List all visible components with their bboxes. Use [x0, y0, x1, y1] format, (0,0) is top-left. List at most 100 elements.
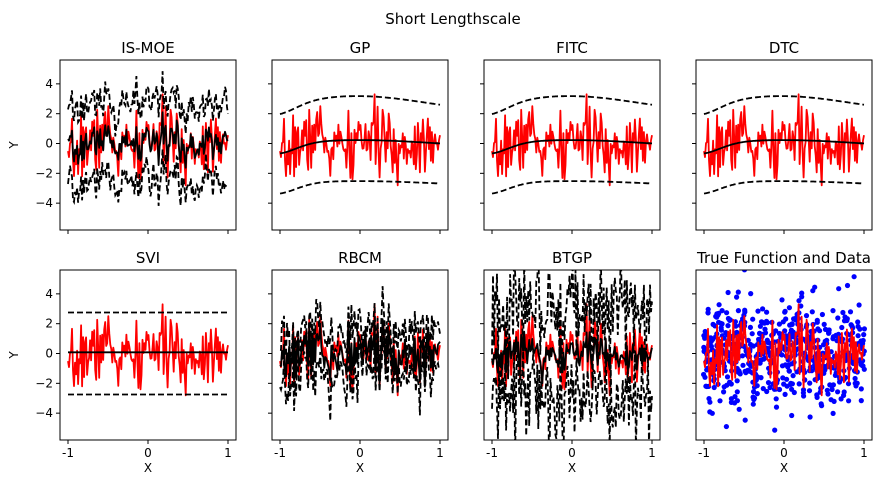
data-point [856, 340, 862, 346]
data-point [704, 367, 710, 373]
data-point [762, 330, 769, 336]
data-point [853, 383, 859, 389]
data-point [782, 362, 789, 368]
predictive-mean-line [279, 139, 440, 155]
x-axis-label: X [144, 461, 152, 475]
data-point [766, 340, 772, 346]
x-tick-label: -1 [274, 446, 286, 460]
x-tick-label: 0 [780, 446, 788, 460]
data-point [836, 286, 842, 292]
x-tick-label: 1 [436, 446, 444, 460]
data-point [773, 404, 780, 410]
data-point [745, 337, 751, 343]
data-point [773, 396, 779, 402]
data-point [789, 412, 795, 419]
y-tick-label: −2 [35, 376, 53, 390]
x-axis-label: X [356, 461, 364, 475]
data-point [760, 306, 766, 312]
data-point [799, 294, 805, 300]
data-point [851, 274, 857, 280]
y-tick-label: 4 [45, 77, 53, 91]
plot-area [701, 270, 868, 433]
data-point [855, 319, 861, 325]
plot-area [279, 286, 441, 421]
y-axis-label: Y [7, 351, 21, 360]
data-point [751, 396, 757, 403]
plot-area [279, 93, 441, 195]
x-tick-label: -1 [62, 446, 74, 460]
data-point [717, 398, 723, 404]
y-tick-label: 0 [45, 137, 53, 151]
data-point [742, 417, 748, 423]
lower-bound-line [491, 180, 653, 195]
data-point [724, 310, 730, 316]
data-point [819, 403, 825, 409]
data-point [809, 309, 815, 315]
data-point [861, 366, 867, 372]
data-point [748, 291, 754, 297]
panel-7: True Function and Data -1 0 1 X [692, 249, 873, 475]
x-tick-label: -1 [698, 446, 710, 460]
data-point [840, 309, 846, 316]
data-point [767, 384, 773, 391]
data-point [734, 389, 740, 395]
data-point [734, 378, 740, 384]
x-tick-label: 0 [356, 446, 364, 460]
figure-title: Short Lengthscale [385, 10, 520, 28]
true-function-line [67, 303, 229, 397]
panel-3: DTC [692, 39, 873, 234]
data-point [765, 380, 772, 386]
data-point [847, 309, 854, 315]
panel-0: IS-MOE 4 2 0 −2 −4 Y [7, 39, 237, 234]
data-point [849, 323, 855, 329]
upper-bound-line [491, 95, 653, 115]
data-point [829, 386, 835, 393]
data-point [742, 309, 748, 315]
data-point [815, 326, 821, 332]
data-point [750, 401, 756, 407]
data-point [782, 391, 788, 397]
data-point [711, 384, 717, 391]
data-point [844, 282, 851, 289]
x-tick-label: 0 [144, 446, 152, 460]
data-point [821, 321, 827, 327]
true-function-line [703, 93, 865, 187]
data-point [702, 374, 708, 380]
data-point [814, 317, 820, 323]
data-point [835, 389, 841, 395]
data-point [705, 310, 711, 316]
data-point [773, 328, 779, 334]
y-tick-label: 4 [45, 287, 53, 301]
data-point [852, 375, 858, 382]
data-point [796, 381, 802, 387]
data-point [861, 326, 868, 332]
lower-bound-line [491, 342, 653, 440]
data-point [758, 319, 765, 325]
data-point [776, 386, 783, 393]
data-point [856, 302, 862, 308]
panel-title: DTC [769, 39, 799, 57]
y-tick-label: 2 [45, 107, 53, 121]
data-point [807, 380, 813, 386]
x-tick-label: 1 [860, 446, 868, 460]
data-point [803, 313, 810, 319]
upper-bound-line [279, 95, 441, 115]
panel-1: GP [268, 39, 449, 234]
data-point [725, 289, 731, 296]
data-point [784, 376, 790, 382]
lower-bound-line [279, 336, 441, 421]
data-point [716, 302, 722, 308]
panel-title: IS-MOE [121, 39, 175, 57]
upper-bound-line [491, 270, 653, 389]
data-point [750, 343, 757, 349]
data-point [754, 383, 760, 389]
data-point [727, 317, 733, 323]
data-point [772, 427, 778, 433]
data-point [858, 386, 864, 392]
predictive-mean-line [491, 139, 652, 155]
data-point [846, 398, 852, 404]
y-tick-label: −2 [35, 166, 53, 180]
predictive-mean-line [491, 330, 653, 385]
data-point [764, 309, 770, 315]
data-point [714, 314, 720, 320]
